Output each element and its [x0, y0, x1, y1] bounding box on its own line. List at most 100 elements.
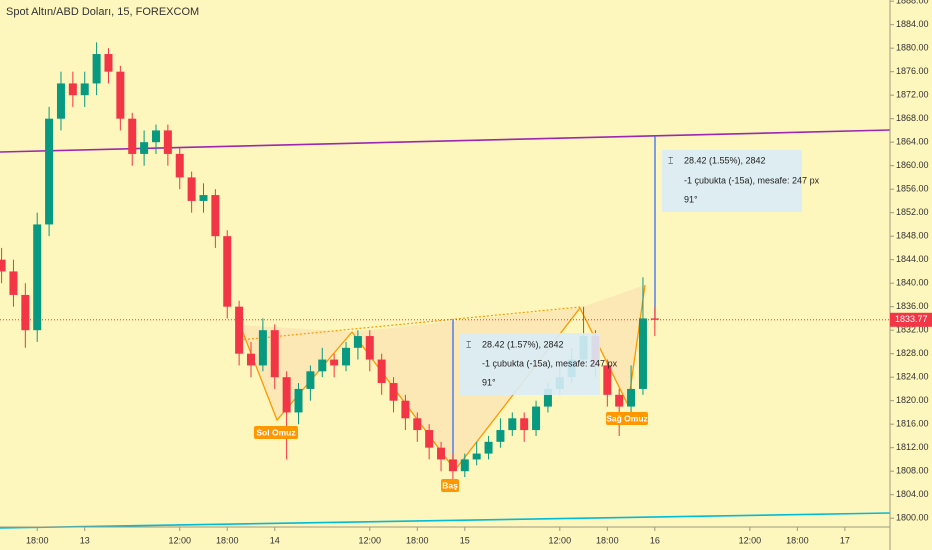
y-tick-label: 1840.00	[896, 278, 929, 288]
candle-body	[223, 236, 232, 307]
x-tick-label: 14	[270, 535, 280, 545]
candle-body	[151, 130, 160, 143]
drawings	[0, 129, 891, 529]
x-tick-label: 17	[840, 535, 850, 545]
measure-text: 28.42 (1.57%), 2842	[482, 339, 564, 349]
x-tick-label: 15	[460, 535, 470, 545]
x-tick-label: 13	[80, 535, 90, 545]
measure-text: -1 çubukta (-15a), mesafe: 247 px	[684, 175, 820, 185]
candle-body	[318, 359, 327, 372]
candle-body	[56, 83, 65, 119]
measure-box: 28.42 (1.57%), 2842 -1 çubukta (-15a), m…	[460, 333, 618, 395]
candle-body	[104, 54, 113, 72]
y-tick-label: 1872.00	[896, 90, 929, 100]
candle-body	[258, 330, 267, 366]
candle-body	[520, 418, 529, 431]
candle-body	[615, 394, 624, 407]
y-tick-label: 1848.00	[896, 231, 929, 241]
trend-line	[0, 129, 891, 153]
x-tick-label: 18:00	[26, 535, 49, 545]
candle-body	[92, 54, 101, 84]
candle-body	[9, 271, 18, 295]
y-tick-label: 1844.00	[896, 254, 929, 264]
candle-body	[199, 195, 208, 201]
measure-box: 28.42 (1.55%), 2842 -1 çubukta (-15a), m…	[662, 150, 820, 212]
pattern-label: Sol Omuz	[256, 427, 295, 437]
candle-body	[211, 195, 220, 237]
pattern-fill	[240, 285, 645, 470]
candle-body	[638, 318, 647, 389]
candle-body	[282, 377, 291, 413]
y-tick-label: 1868.00	[896, 113, 929, 123]
candle-body	[0, 259, 6, 272]
candle-body	[425, 430, 434, 448]
candle-body	[508, 418, 517, 431]
candle-body	[342, 347, 351, 366]
candle-body	[80, 83, 89, 96]
trend-line	[0, 512, 891, 529]
y-tick-label: 1812.00	[896, 442, 929, 452]
pattern-label: Baş	[442, 480, 458, 490]
pattern-label: Sağ Omuz	[606, 413, 648, 423]
candle-body	[532, 406, 541, 431]
candle-body	[235, 306, 244, 354]
candle-body	[401, 400, 410, 419]
y-tick-label: 1824.00	[896, 372, 929, 382]
measure-text: 91°	[482, 377, 496, 387]
y-tick-label: 1864.00	[896, 137, 929, 147]
y-tick-label: 1860.00	[896, 160, 929, 170]
x-tick-label: 12:00	[739, 535, 762, 545]
x-tick-label: 18:00	[406, 535, 429, 545]
y-tick-label: 1888.00	[896, 0, 929, 6]
candle-body	[460, 459, 469, 472]
candle-body	[448, 459, 457, 472]
measure-text: 28.42 (1.55%), 2842	[684, 155, 766, 165]
pattern-tag	[254, 426, 298, 439]
icon: ⌶	[668, 155, 673, 165]
candle-body	[330, 359, 339, 366]
candle-body	[140, 142, 149, 154]
candle-body	[627, 388, 636, 407]
y-tick-label: 1832.00	[896, 325, 929, 335]
candle-body	[247, 353, 256, 366]
candle-body	[472, 453, 481, 460]
candle-body	[187, 177, 196, 201]
last-price-tag	[890, 312, 932, 327]
y-tick-label: 1808.00	[896, 466, 929, 476]
candle-body	[128, 118, 137, 154]
candle-body	[45, 118, 54, 225]
x-tick-label: 12:00	[549, 535, 572, 545]
candle-body	[68, 83, 77, 96]
y-tick-label: 1880.00	[896, 43, 929, 53]
y-tick-label: 1876.00	[896, 66, 929, 76]
last-price-label: 1833.77	[895, 314, 928, 324]
y-tick-label: 1804.00	[896, 489, 929, 499]
candle-body	[496, 430, 505, 442]
candle-body	[603, 365, 612, 395]
candle-body	[650, 318, 659, 320]
measure-text: 91°	[684, 194, 698, 204]
y-tick-label: 1800.00	[896, 513, 929, 523]
candle-body	[353, 336, 362, 348]
x-tick-label: 18:00	[786, 535, 809, 545]
candle-body	[306, 371, 315, 389]
candle-body	[437, 447, 446, 460]
chart-title: Spot Altın/ABD Doları, 15, FOREXCOM	[6, 6, 199, 18]
measure-text: -1 çubukta (-15a), mesafe: 247 px	[482, 358, 618, 368]
y-tick-label: 1828.00	[896, 348, 929, 358]
candle-body	[484, 441, 493, 454]
y-tick-label: 1820.00	[896, 395, 929, 405]
candle-body	[389, 383, 398, 401]
candle-body	[33, 224, 42, 331]
y-tick-label: 1856.00	[896, 184, 929, 194]
measure-bg	[662, 150, 802, 212]
x-tick-label: 18:00	[596, 535, 619, 545]
x-tick-label: 12:00	[359, 535, 382, 545]
icon: ⌶	[466, 339, 471, 349]
pattern-tag	[441, 479, 459, 492]
neckline	[239, 306, 581, 341]
y-tick-label: 1816.00	[896, 419, 929, 429]
y-tick-label: 1836.00	[896, 301, 929, 311]
